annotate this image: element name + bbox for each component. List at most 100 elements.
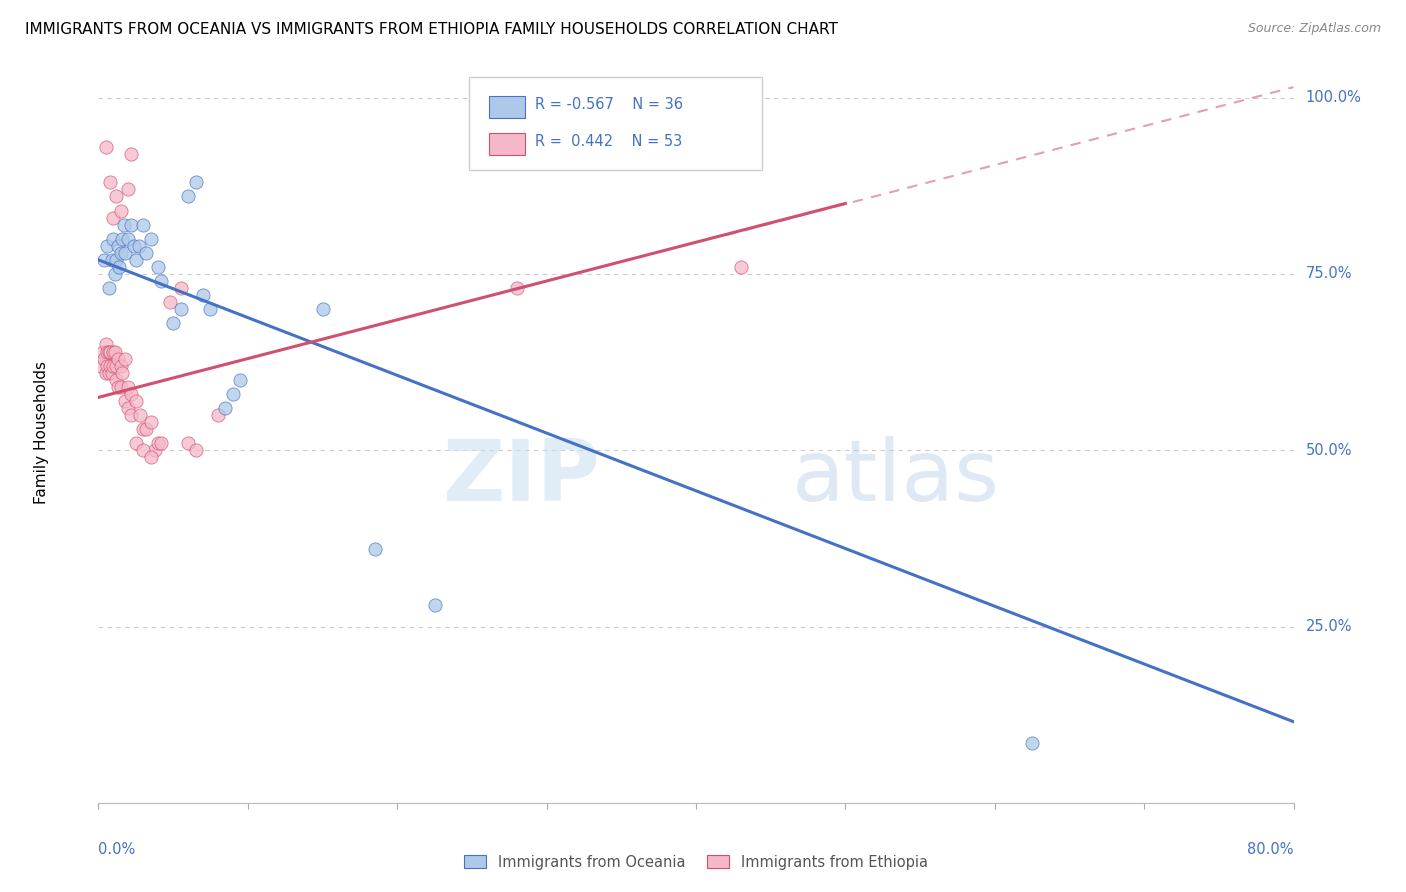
Point [139,415,162,429]
Point [108,260,131,274]
Point [97,366,120,380]
Point [96,359,118,373]
Point [111,232,134,246]
Point [120,147,142,161]
Point [222,387,245,401]
Point [150,274,173,288]
Text: Source: ZipAtlas.com: Source: ZipAtlas.com [1247,22,1381,36]
Point [110,359,132,373]
Point [177,436,200,450]
Text: atlas: atlas [792,435,1000,518]
Point [93,351,115,366]
Point [105,189,128,203]
Point [104,344,127,359]
Point [98,175,122,189]
Point [120,387,142,401]
Point [105,252,128,267]
Point [117,380,139,394]
Point [730,260,752,274]
Point [148,436,170,450]
Text: IMMIGRANTS FROM OCEANIA VS IMMIGRANTS FROM ETHIOPIA FAMILY HOUSEHOLDS CORRELATIO: IMMIGRANTS FROM OCEANIA VS IMMIGRANTS FR… [25,22,838,37]
Point [107,351,129,366]
Point [101,252,124,267]
Point [125,252,148,267]
Point [105,373,128,387]
FancyBboxPatch shape [470,78,762,169]
Point [98,344,122,359]
Point [169,281,191,295]
Point [120,408,142,422]
Text: 100.0%: 100.0% [1306,90,1361,105]
Point [159,295,181,310]
Point [191,288,214,302]
Point [184,443,207,458]
Point [132,218,155,232]
Point [117,182,139,196]
Point [114,393,136,408]
Point [96,344,118,359]
Point [169,302,191,317]
Text: 80.0%: 80.0% [1247,841,1294,856]
Point [103,211,125,225]
Bar [489,133,524,155]
Point [114,351,136,366]
Text: R =  0.442    N = 53: R = 0.442 N = 53 [534,134,682,149]
Text: R = -0.567    N = 36: R = -0.567 N = 36 [534,97,683,112]
Point [162,316,184,330]
Point [110,245,132,260]
Text: Family Households: Family Households [34,361,49,504]
Point [1021,736,1043,750]
Point [139,232,162,246]
Point [506,281,529,295]
Point [94,337,117,351]
Point [111,366,134,380]
Point [107,239,129,253]
Point [103,359,125,373]
Point [150,436,173,450]
Point [110,380,132,394]
Text: 25.0%: 25.0% [1306,619,1353,634]
Point [96,239,118,253]
Point [104,267,127,281]
Point [148,260,170,274]
Text: 75.0%: 75.0% [1306,267,1353,282]
Point [120,218,142,232]
Point [139,450,162,465]
Bar [489,95,524,118]
Point [129,408,152,422]
Point [117,232,139,246]
Point [91,344,114,359]
Point [229,373,252,387]
Point [184,175,207,189]
Point [103,344,125,359]
Point [423,599,446,613]
Point [125,436,148,450]
Point [207,408,229,422]
Point [114,245,136,260]
Point [90,359,112,373]
Text: 0.0%: 0.0% [98,841,135,856]
Point [143,443,166,458]
Text: 50.0%: 50.0% [1306,442,1353,458]
Point [214,401,236,415]
Point [103,232,125,246]
Point [125,393,148,408]
Point [132,443,155,458]
Point [105,359,128,373]
Point [311,302,333,317]
Text: ZIP: ZIP [443,435,600,518]
Point [98,359,122,373]
Point [97,281,120,295]
Point [124,239,146,253]
Point [112,218,135,232]
Point [97,344,120,359]
Point [135,422,157,436]
Point [135,245,157,260]
Point [93,252,115,267]
Point [117,401,139,415]
Point [101,366,124,380]
Point [132,422,155,436]
Point [200,302,222,317]
Point [107,380,129,394]
Point [94,140,117,154]
